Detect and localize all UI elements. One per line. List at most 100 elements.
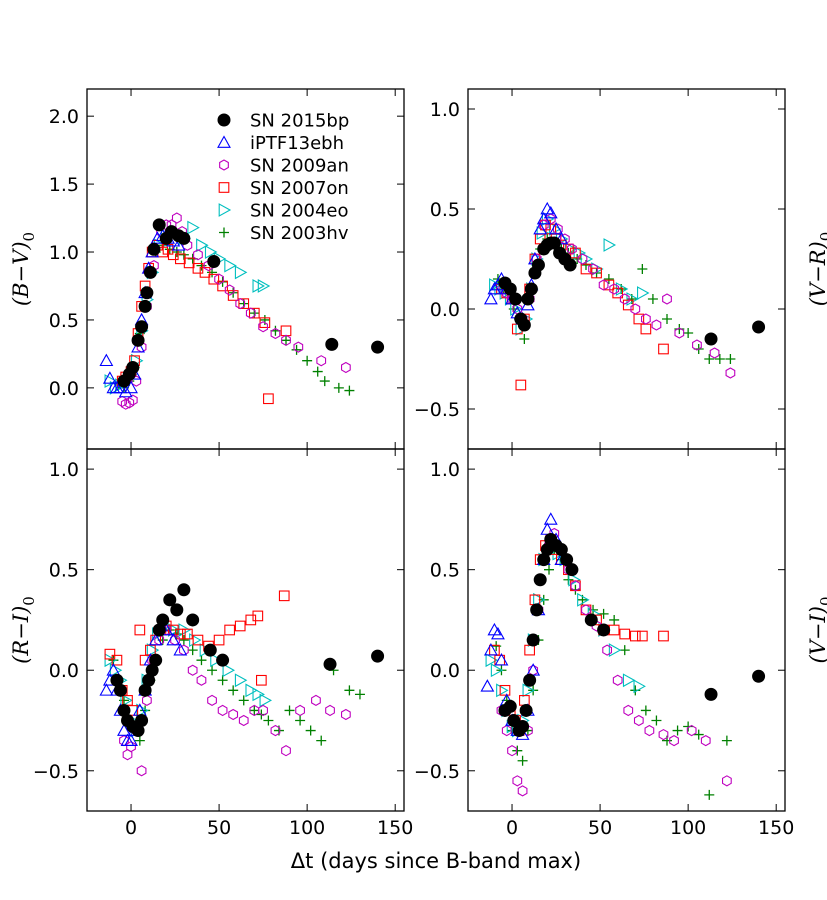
data-point <box>672 725 683 736</box>
data-point <box>214 273 224 285</box>
data-point <box>683 328 694 338</box>
data-point <box>570 580 581 592</box>
data-point <box>523 673 537 687</box>
data-point <box>626 292 639 306</box>
data-point <box>131 339 146 353</box>
data-point <box>178 635 189 646</box>
data-point <box>509 292 523 306</box>
data-point <box>340 361 351 374</box>
data-point <box>540 522 555 535</box>
y-tick-label: 0.5 <box>430 199 460 221</box>
data-point <box>512 775 523 787</box>
x-tick-label: 150 <box>758 817 794 839</box>
data-point <box>519 703 533 717</box>
data-point <box>503 699 517 713</box>
data-point <box>700 734 711 747</box>
data-point <box>117 723 131 736</box>
data-point <box>291 344 302 355</box>
data-point <box>284 705 295 716</box>
legend-entry-sn-2015bp: SN 2015bp <box>217 111 349 132</box>
legend-marker <box>219 227 229 238</box>
data-point <box>577 253 588 265</box>
y-axis-label-subscript: 0 <box>20 596 38 606</box>
data-point <box>118 384 133 398</box>
data-point <box>496 683 509 698</box>
data-point <box>622 673 636 688</box>
data-point <box>507 745 517 757</box>
data-point <box>316 355 327 367</box>
data-point <box>354 689 365 700</box>
data-point <box>325 337 339 351</box>
data-point <box>213 634 225 646</box>
data-point <box>662 293 672 305</box>
data-point <box>249 705 260 716</box>
data-point <box>234 265 248 280</box>
data-point <box>207 255 221 269</box>
y-axis-label: (B−V)0 <box>9 232 38 306</box>
data-point <box>543 512 558 525</box>
legend-entry-sn-2007on: SN 2007on <box>218 178 349 199</box>
legend-label: SN 2004eo <box>250 201 349 222</box>
data-point <box>674 324 685 334</box>
data-point <box>102 371 117 384</box>
data-point <box>255 674 267 686</box>
data-point <box>224 284 235 296</box>
data-point <box>609 614 620 625</box>
data-point <box>295 704 305 717</box>
data-point <box>196 674 207 686</box>
data-point <box>588 263 598 275</box>
data-point <box>658 728 669 741</box>
x-tick-label: 150 <box>377 817 413 839</box>
y-tick-label: 0.0 <box>430 299 460 321</box>
data-point <box>633 714 644 727</box>
data-point <box>124 397 135 409</box>
y-axis-label: (R−I)0 <box>9 596 38 664</box>
data-point <box>658 343 669 355</box>
series-sn-2009an <box>498 213 736 379</box>
legend-entry-sn-2009an: SN 2009an <box>219 156 349 177</box>
data-point <box>178 623 191 637</box>
data-point <box>512 745 523 756</box>
y-tick-label: 1.0 <box>49 242 79 264</box>
data-point <box>281 745 291 757</box>
data-point <box>619 645 630 656</box>
markers <box>99 212 385 410</box>
data-point <box>104 648 116 660</box>
data-point <box>187 664 198 676</box>
data-point <box>148 632 163 646</box>
data-point <box>257 279 271 293</box>
data-point <box>135 320 149 334</box>
data-point <box>633 679 646 694</box>
data-point <box>149 653 163 667</box>
data-point <box>99 353 114 367</box>
data-point <box>499 684 511 696</box>
y-axis-label: (V−I)0 <box>806 597 827 664</box>
data-point <box>704 789 715 800</box>
data-point <box>487 281 502 295</box>
data-point <box>143 265 157 279</box>
data-point <box>234 673 248 688</box>
legend-label: iPTF13ebh <box>250 133 344 154</box>
data-point <box>124 733 138 746</box>
data-point <box>480 679 495 692</box>
data-point <box>619 293 630 305</box>
data-point <box>709 347 720 359</box>
data-point <box>647 294 658 304</box>
y-tick-label: 1.0 <box>430 99 460 121</box>
data-point <box>305 725 316 736</box>
y-tick-label: −0.5 <box>33 761 79 783</box>
legend-label: SN 2007on <box>250 178 349 199</box>
data-point <box>270 327 281 340</box>
data-point <box>517 755 528 766</box>
legend-entry-iptf13ebh: iPTF13ebh <box>217 133 344 154</box>
data-point <box>533 221 548 235</box>
legend-marker <box>219 159 229 171</box>
data-point <box>224 258 237 273</box>
series-sn-2009an <box>496 527 732 797</box>
data-point <box>598 608 609 619</box>
y-axis-label: (V−R)0 <box>806 232 827 307</box>
data-point <box>187 645 198 656</box>
panel-frame <box>86 448 405 812</box>
data-point <box>99 683 114 696</box>
